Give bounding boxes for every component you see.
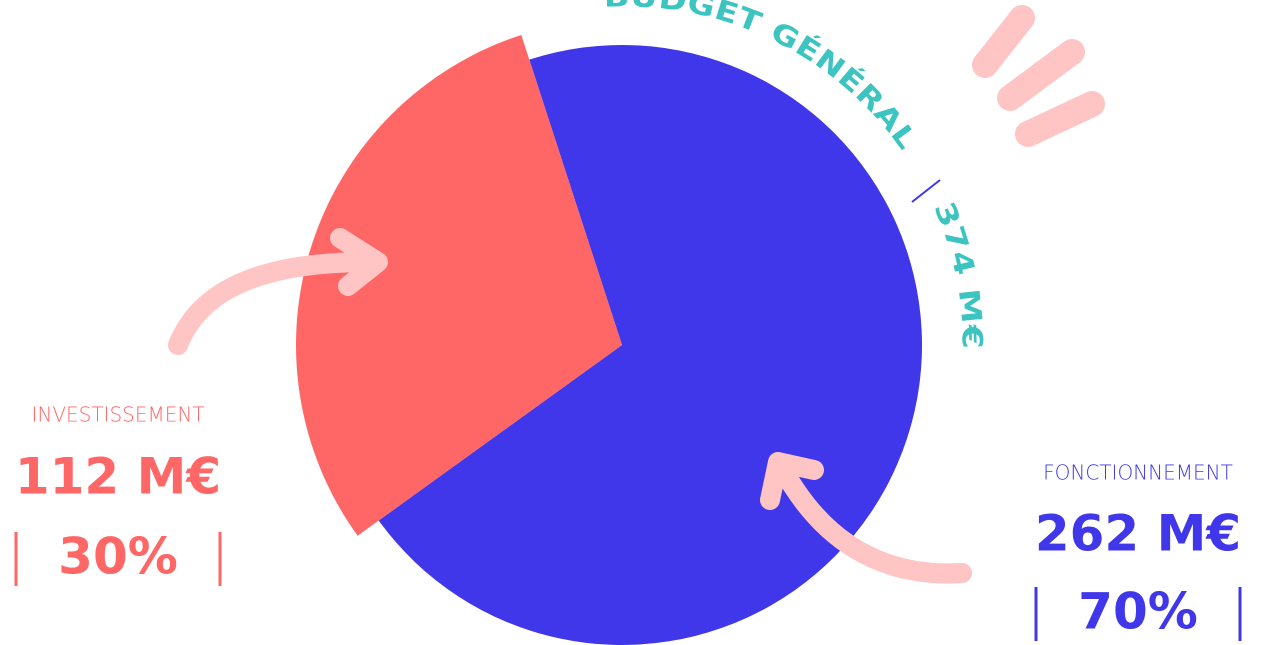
category-label: FONCTIONNEMENT <box>1043 461 1233 485</box>
share-label: 70% <box>1078 583 1198 641</box>
total-label-path: 374 M€ <box>928 197 989 350</box>
value-label: 112 M€ <box>15 448 221 506</box>
infographic: BUDGET GÉNÉRAL 374 M€ INVESTISSEMENT112 … <box>0 0 1269 645</box>
decor-stroke <box>985 18 1022 65</box>
category-label: INVESTISSEMENT <box>31 403 204 427</box>
decor-stroke <box>1028 104 1092 134</box>
separator <box>912 180 940 202</box>
decor-strokes <box>985 18 1092 134</box>
value-label: 262 M€ <box>1035 505 1241 563</box>
total-label: 374 M€ <box>928 197 989 350</box>
share-label: 30% <box>58 528 178 586</box>
decor-stroke <box>1010 52 1072 98</box>
pie <box>296 35 922 645</box>
